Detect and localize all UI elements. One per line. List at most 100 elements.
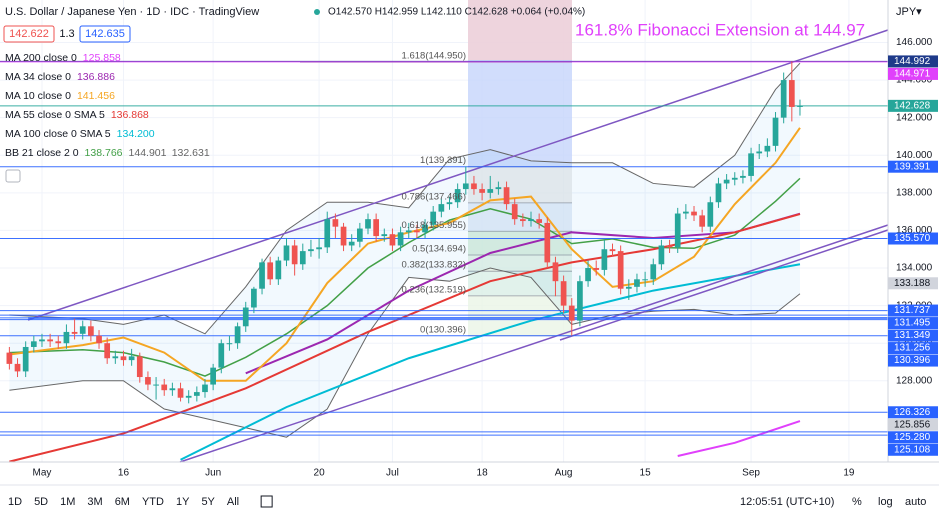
axis-option[interactable]: log bbox=[878, 496, 893, 508]
candle-body bbox=[731, 177, 738, 180]
legend-row: MA 100 close 0 SMA 5 134.200 bbox=[5, 128, 155, 140]
candle-body bbox=[30, 341, 37, 347]
candle-body bbox=[577, 281, 583, 321]
candle-body bbox=[479, 189, 485, 193]
candle-body bbox=[454, 189, 461, 203]
candle-body bbox=[764, 145, 771, 152]
compare-icon[interactable] bbox=[260, 495, 273, 508]
candle-body bbox=[242, 307, 249, 327]
price-label-box bbox=[888, 418, 938, 431]
bb-fill bbox=[9, 63, 800, 438]
x-tick-label: 19 bbox=[843, 468, 855, 479]
date-range-shade-top bbox=[468, 0, 572, 60]
candle-body bbox=[625, 286, 632, 289]
fib-label: 0.618(135.955) bbox=[402, 220, 466, 231]
candle-body bbox=[658, 245, 665, 265]
range-button[interactable]: 1M bbox=[60, 496, 75, 508]
candle-body bbox=[47, 339, 53, 342]
legend-value: 125.858 bbox=[83, 52, 121, 64]
candle-body bbox=[715, 183, 722, 203]
range-button[interactable]: YTD bbox=[142, 496, 164, 508]
price-label-box bbox=[888, 55, 938, 68]
candle-body bbox=[356, 228, 363, 242]
range-button[interactable]: 5Y bbox=[201, 496, 215, 508]
fib-label: 0.382(133.832) bbox=[402, 260, 466, 271]
candle-body bbox=[193, 392, 200, 396]
bid-box[interactable] bbox=[3, 25, 55, 43]
axis-option[interactable]: % bbox=[852, 496, 862, 508]
candle-body bbox=[128, 356, 135, 361]
collapse-button[interactable] bbox=[5, 169, 21, 183]
candle-body bbox=[487, 189, 494, 193]
price-label-box bbox=[888, 431, 938, 444]
candle-body bbox=[120, 356, 127, 361]
y-tick-label: 136.000 bbox=[896, 225, 933, 236]
price-label-box bbox=[888, 317, 938, 330]
candle-body bbox=[308, 249, 314, 252]
ask: 142.635 bbox=[85, 28, 125, 40]
x-tick-label: Sep bbox=[742, 468, 760, 479]
candle-body bbox=[299, 251, 306, 265]
price-label-box bbox=[888, 160, 938, 173]
candle-body bbox=[609, 249, 616, 252]
price-label-box bbox=[888, 443, 938, 456]
candle-body bbox=[536, 219, 543, 223]
candle-body bbox=[226, 343, 233, 345]
range-button[interactable]: All bbox=[227, 496, 239, 508]
range-button[interactable]: 1Y bbox=[176, 496, 190, 508]
price-label: 142.628 bbox=[894, 100, 931, 111]
range-button[interactable]: 1D bbox=[8, 496, 22, 508]
axis-option[interactable]: auto bbox=[905, 496, 926, 508]
x-tick-label: Jun bbox=[205, 468, 221, 479]
y-tick-label: 144.000 bbox=[896, 75, 933, 86]
candle-body bbox=[642, 279, 648, 281]
price-label: 131.495 bbox=[894, 318, 931, 329]
fib-label: 0.5(134.694) bbox=[412, 243, 466, 254]
legend-value: 141.456 bbox=[77, 90, 115, 102]
price-label-box bbox=[888, 342, 938, 355]
price-label-box bbox=[888, 232, 938, 245]
ask-box[interactable] bbox=[79, 25, 131, 43]
candle-body bbox=[601, 249, 608, 270]
candle-body bbox=[316, 247, 322, 250]
candle-body bbox=[740, 175, 746, 178]
legend-row: MA 200 close 0 125.858 bbox=[5, 52, 121, 64]
price-label: 131.256 bbox=[894, 343, 931, 354]
range-button[interactable]: 5D bbox=[34, 496, 48, 508]
candle-body bbox=[650, 264, 657, 280]
candle-body bbox=[699, 215, 706, 227]
price-label: 125.856 bbox=[894, 419, 931, 430]
legend-name: MA 55 close 0 SMA 5 bbox=[5, 109, 105, 121]
y-tick-label: 142.000 bbox=[896, 112, 933, 123]
legend-row: BB 21 close 2 0 138.766 144.901 132.631 bbox=[5, 147, 210, 159]
candle-body bbox=[748, 153, 754, 176]
currency[interactable]: JPY▾ bbox=[896, 6, 922, 18]
candle-body bbox=[568, 305, 575, 321]
legend-value: 136.886 bbox=[77, 71, 115, 83]
legend-value: 138.766 bbox=[85, 147, 123, 159]
candle-body bbox=[153, 384, 159, 386]
candle-body bbox=[185, 395, 192, 398]
x-tick-label: 20 bbox=[314, 468, 326, 479]
candle-body bbox=[797, 105, 803, 107]
candle-body bbox=[71, 331, 78, 334]
status-dot bbox=[314, 9, 320, 15]
legend-row: MA 55 close 0 SMA 5 136.868 bbox=[5, 109, 149, 121]
y-tick-label: 140.000 bbox=[896, 150, 933, 161]
candle-body bbox=[462, 183, 469, 190]
range-button[interactable]: 6M bbox=[115, 496, 130, 508]
x-tick-label: 15 bbox=[640, 468, 652, 479]
legend-row: MA 10 close 0 141.456 bbox=[5, 90, 115, 102]
bb-basis bbox=[9, 177, 801, 377]
ma-line bbox=[677, 420, 801, 457]
candle-body bbox=[780, 80, 787, 118]
x-tick-label: 18 bbox=[477, 468, 489, 479]
candle-body bbox=[267, 262, 274, 280]
candle-body bbox=[112, 356, 119, 359]
candle-body bbox=[218, 343, 225, 368]
candle-body bbox=[365, 219, 371, 229]
candle-body bbox=[397, 232, 404, 246]
range-button[interactable]: 3M bbox=[87, 496, 102, 508]
candle-body bbox=[259, 262, 265, 289]
candle-body bbox=[585, 268, 591, 282]
